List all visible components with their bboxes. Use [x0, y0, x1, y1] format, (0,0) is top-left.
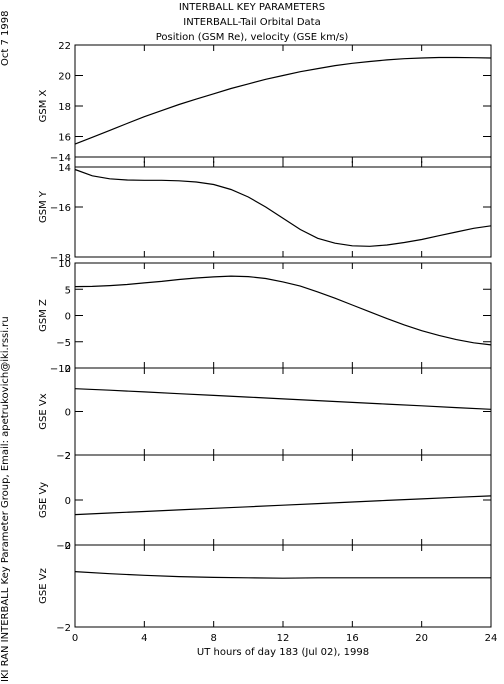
y-tick-label: 0 [65, 496, 71, 507]
panel-frame [74, 156, 492, 258]
y-tick-label: 10 [58, 259, 71, 270]
x-tick-label: 12 [277, 633, 290, 644]
series-line [74, 56, 492, 145]
y-tick-label: 5 [65, 285, 71, 296]
y-axis-label: GSE Vy [38, 482, 49, 518]
y-tick-label: 18 [58, 102, 71, 113]
y-tick-label: 0 [65, 541, 71, 552]
series-line [74, 495, 492, 516]
y-tick-label: −10 [50, 364, 71, 375]
y-axis-label: GSM Z [38, 299, 49, 332]
title-line-1: INTERBALL KEY PARAMETERS [178, 2, 326, 13]
x-tick-label: 20 [415, 633, 428, 644]
y-tick-label: 14 [58, 163, 71, 174]
y-tick-label: −2 [56, 623, 71, 634]
y-tick-label: 2 [65, 451, 71, 462]
x-tick-label: 4 [141, 633, 147, 644]
y-tick-label: 22 [58, 41, 71, 52]
y-tick-label: −2 [56, 451, 71, 462]
y-tick-label: −2 [56, 541, 71, 552]
x-tick-label: 24 [485, 633, 498, 644]
panel-frame [74, 262, 492, 369]
x-tick-label: 8 [210, 633, 216, 644]
y-tick-label: −16 [50, 203, 71, 214]
y-axis-label: GSM X [38, 89, 49, 122]
y-axis-label: GSE Vz [38, 568, 49, 604]
y-tick-label: 2 [65, 364, 71, 375]
title-line-2: INTERBALL-Tail Orbital Data [183, 17, 321, 28]
title-line-3: Position (GSM Re), velocity (GSE km/s) [155, 32, 349, 43]
y-tick-label: −14 [50, 153, 71, 164]
y-tick-label: 20 [58, 72, 71, 83]
y-tick-label: 16 [58, 133, 71, 144]
y-axis-label: GSM Y [38, 190, 49, 223]
y-axis-label: GSE Vx [38, 393, 49, 429]
x-tick-label: 16 [346, 633, 359, 644]
x-tick-label: 0 [72, 633, 78, 644]
series-line [74, 275, 492, 346]
panel-frame [74, 454, 492, 546]
series-line [74, 388, 492, 410]
panel-frame [74, 44, 492, 168]
panel-frame [74, 544, 492, 628]
series-line [74, 168, 492, 247]
y-tick-label: 0 [65, 408, 71, 419]
panel-frame [74, 367, 492, 456]
y-tick-label: −5 [56, 338, 71, 349]
y-tick-label: 0 [65, 312, 71, 323]
y-tick-label: −18 [50, 253, 71, 264]
series-line [74, 571, 491, 579]
x-axis-label: UT hours of day 183 (Jul 02), 1998 [197, 647, 369, 658]
